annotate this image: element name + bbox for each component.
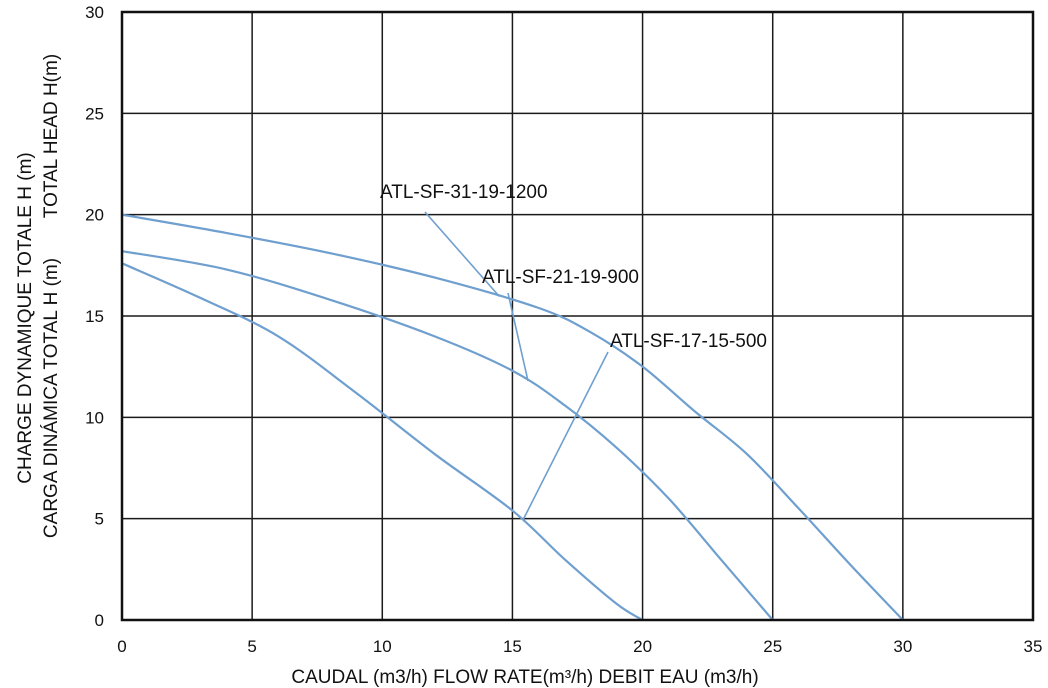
series-label-atl-sf-17-15-500: ATL-SF-17-15-500 <box>610 331 767 352</box>
curve-atl-sf-17-15-500 <box>121 262 644 621</box>
label-leaders <box>424 211 609 521</box>
y-tick-label: 0 <box>95 611 104 630</box>
leader-line <box>424 211 501 298</box>
y-tick-label: 5 <box>95 510 104 529</box>
x-tick-label: 0 <box>117 637 126 656</box>
y-tick-label: 30 <box>85 3 104 22</box>
y-tick-label: 25 <box>85 104 104 123</box>
y-tick-labels: 0 5 10 15 20 25 30 <box>85 3 104 630</box>
x-tick-labels: 0 5 10 15 20 25 30 35 <box>117 637 1042 656</box>
x-tick-label: 35 <box>1024 637 1043 656</box>
leader-line <box>507 292 529 382</box>
y-axis-label-es: CARGA DINÁMICA TOTAL H (m) <box>41 258 62 538</box>
curves <box>121 213 904 621</box>
x-tick-label: 30 <box>893 637 912 656</box>
x-axis-label: CAUDAL (m3/h) FLOW RATE(m³/h) DEBIT EAU … <box>291 667 758 688</box>
y-tick-label: 10 <box>85 408 104 427</box>
series-label-atl-sf-31-19-1200: ATL-SF-31-19-1200 <box>380 182 548 203</box>
x-tick-label: 20 <box>633 637 652 656</box>
x-tick-label: 5 <box>247 637 256 656</box>
x-tick-label: 25 <box>763 637 782 656</box>
series-labels: ATL-SF-31-19-1200 ATL-SF-21-19-900 ATL-SF-… <box>380 182 767 352</box>
x-tick-label: 10 <box>373 637 392 656</box>
y-tick-label: 20 <box>85 206 104 225</box>
y-axis-label-fr: CHARGE DYNAMIQUE TOTALE H (m) <box>15 152 36 483</box>
series-label-atl-sf-21-19-900: ATL-SF-21-19-900 <box>482 267 639 288</box>
y-axis-label-en: TOTAL HEAD H(m) <box>41 54 62 218</box>
leader-line <box>522 351 609 521</box>
x-tick-label: 15 <box>503 637 522 656</box>
plot-frame <box>120 10 1035 622</box>
curve-atl-sf-31-19-1200 <box>121 213 904 621</box>
grid <box>122 12 1033 620</box>
y-tick-label: 15 <box>85 307 104 326</box>
curve-atl-sf-21-19-900 <box>121 250 774 621</box>
